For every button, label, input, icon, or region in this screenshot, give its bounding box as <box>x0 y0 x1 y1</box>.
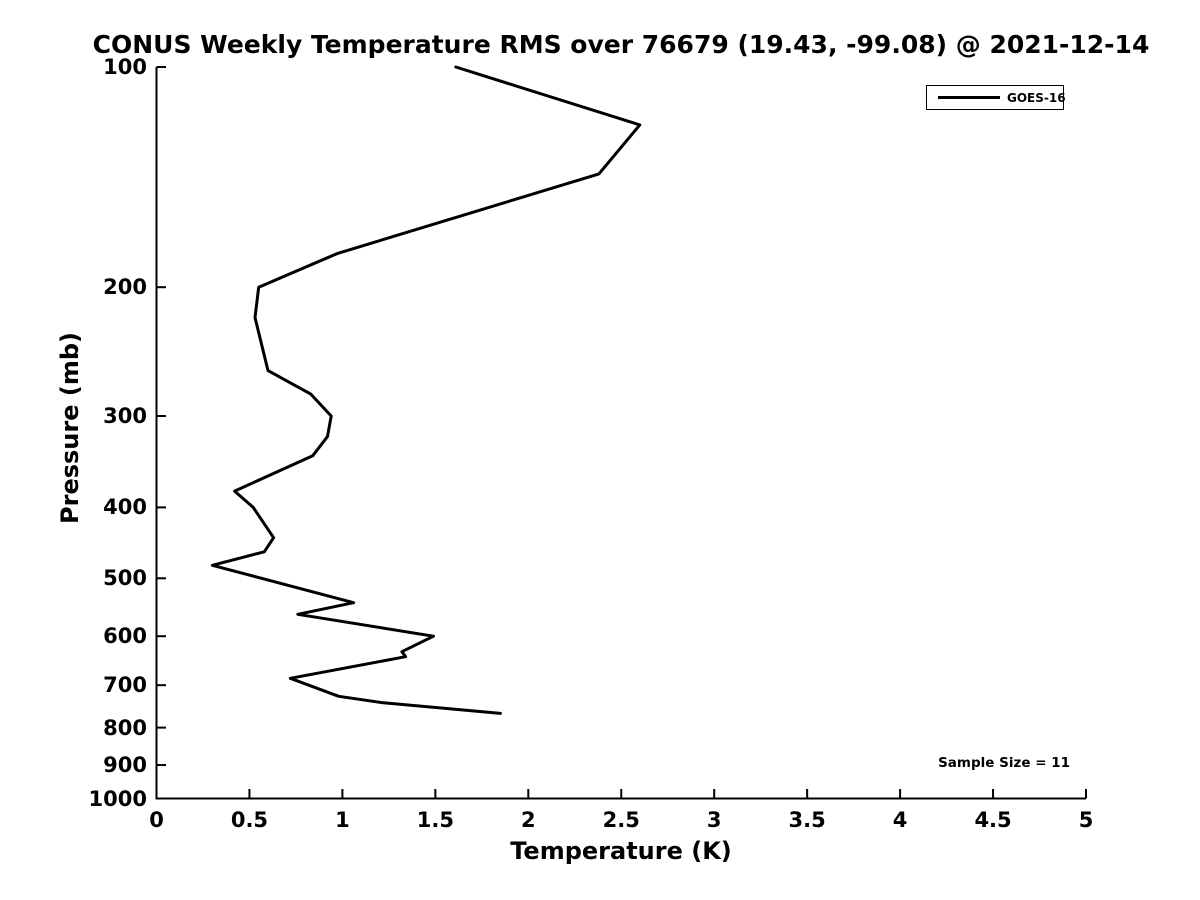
y-tick-label: 1000 <box>88 786 147 811</box>
x-tick-label: 1.5 <box>416 808 454 832</box>
y-tick-label: 400 <box>103 495 147 520</box>
x-tick-label: 5 <box>1078 808 1094 832</box>
legend-line-sample-icon <box>938 95 1000 100</box>
x-tick-label: 3.5 <box>788 808 826 832</box>
x-tick-label: 4 <box>892 808 908 832</box>
x-tick-label: 1 <box>335 808 350 832</box>
x-tick-label: 2 <box>520 808 536 832</box>
y-tick-label: 500 <box>103 566 147 591</box>
x-tick-label: 0 <box>149 808 164 832</box>
y-tick-label: 300 <box>103 404 147 428</box>
y-tick-label: 800 <box>103 715 147 740</box>
y-tick-label: 100 <box>103 55 147 79</box>
x-tick-label: 4.5 <box>974 808 1012 832</box>
legend: GOES-16 <box>926 85 1066 110</box>
y-tick-label: 200 <box>103 275 147 300</box>
x-tick-label: 2.5 <box>602 808 640 832</box>
x-axis-label: Temperature (K) <box>510 837 732 865</box>
profile-line-goes-16 <box>210 65 642 715</box>
legend-series-label: GOES-16 <box>1007 90 1066 105</box>
chart-title: CONUS Weekly Temperature RMS over 76679 … <box>92 30 1150 59</box>
sample-size-annotation: Sample Size = 11 <box>938 755 1070 771</box>
y-tick-label: 600 <box>103 624 147 649</box>
axes <box>155 66 1087 800</box>
y-tick-label: 900 <box>103 753 147 778</box>
data-series-group <box>210 65 642 715</box>
x-tick-label: 0.5 <box>230 808 269 832</box>
x-tick-label: 3 <box>706 808 722 832</box>
y-tick-label: 700 <box>103 673 147 698</box>
